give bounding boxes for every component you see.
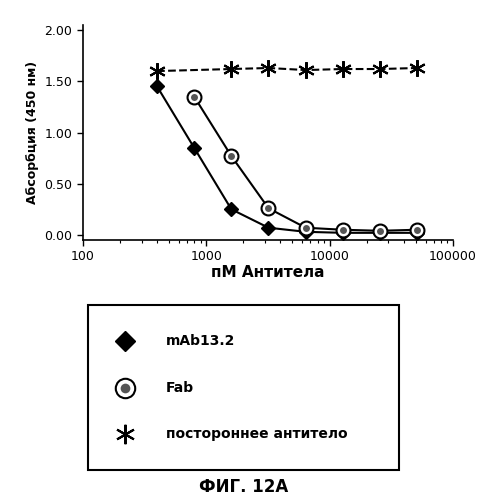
- Text: пМ Антитела: пМ Антитела: [211, 265, 325, 280]
- Text: mAb13.2: mAb13.2: [166, 334, 235, 348]
- FancyBboxPatch shape: [88, 305, 399, 470]
- Text: постороннее антитело: постороннее антитело: [166, 426, 347, 440]
- Text: ФИГ. 12А: ФИГ. 12А: [199, 478, 288, 496]
- Y-axis label: Абсорбция (450 нм): Абсорбция (450 нм): [26, 61, 39, 204]
- Text: Fab: Fab: [166, 380, 194, 394]
